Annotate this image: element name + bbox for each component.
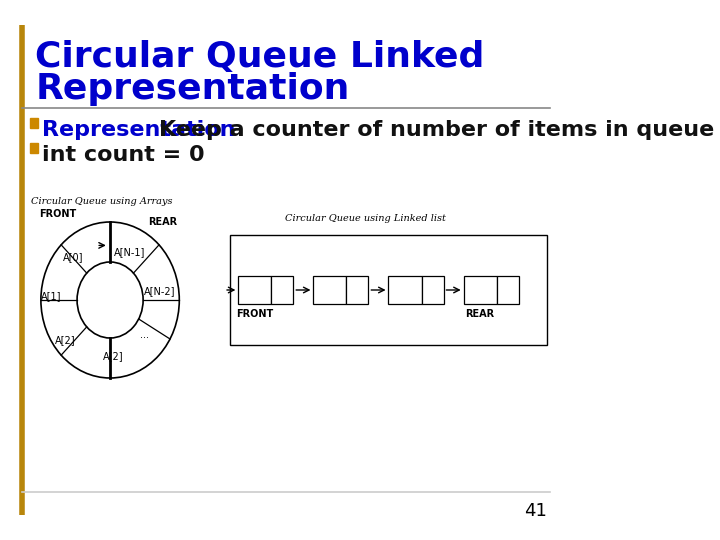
Text: Circular Queue using Arrays: Circular Queue using Arrays [32, 197, 173, 206]
Ellipse shape [41, 222, 179, 378]
Text: A[N-2]: A[N-2] [144, 286, 176, 295]
Text: REAR: REAR [148, 217, 177, 227]
Bar [346, 276, 369, 304]
Bar [497, 276, 518, 304]
Text: A[N-1]: A[N-1] [114, 247, 145, 256]
Bar [271, 276, 293, 304]
Text: Circular Queue using Linked list: Circular Queue using Linked list [285, 214, 446, 223]
Text: A[1]: A[1] [41, 291, 61, 301]
Text: Circular Queue Linked: Circular Queue Linked [35, 40, 485, 74]
Text: FRONT: FRONT [236, 309, 274, 319]
Ellipse shape [77, 262, 143, 338]
Text: FRONT: FRONT [40, 209, 77, 219]
Text: ...: ... [140, 330, 149, 340]
Bar [421, 276, 444, 304]
Bar [389, 276, 421, 304]
Bar [464, 276, 497, 304]
Bar [313, 276, 346, 304]
Text: REAR: REAR [466, 309, 495, 319]
Bar [30, 143, 37, 153]
Bar [230, 235, 546, 345]
Bar [238, 276, 271, 304]
Text: Representation: Representation [42, 120, 236, 140]
Text: 41: 41 [523, 502, 546, 520]
Text: A[2]: A[2] [55, 335, 76, 346]
Text: A[0]: A[0] [63, 252, 84, 262]
Text: int count = 0: int count = 0 [42, 145, 205, 165]
Text: A[2]: A[2] [103, 351, 124, 361]
Text: Representation: Representation [35, 72, 350, 106]
Bar [30, 118, 37, 128]
Text: Keep a counter of number of items in queue: Keep a counter of number of items in que… [159, 120, 714, 140]
